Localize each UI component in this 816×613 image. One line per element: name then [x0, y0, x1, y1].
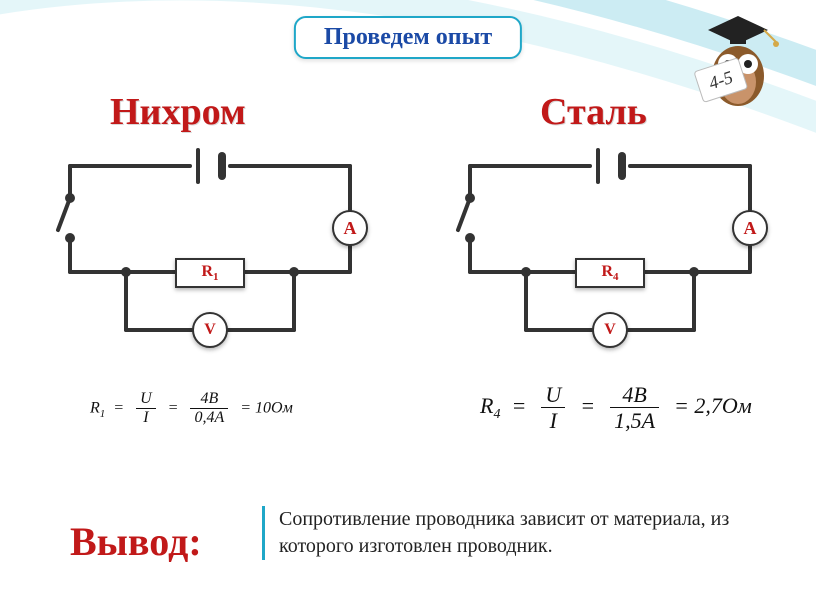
- resistor-right: R4: [575, 258, 645, 288]
- conclusion-text: Сопротивление проводника зависит от мате…: [262, 506, 762, 560]
- voltmeter-left: V: [192, 312, 228, 348]
- formula-left: R1 = UI = 4В0,4А = 10Ом: [90, 390, 293, 428]
- formula-right: R4 = UI = 4В1,5А = 2,7Ом: [480, 382, 752, 434]
- conclusion-label: Вывод:: [70, 518, 202, 565]
- circuit-left: A R1 V: [40, 140, 380, 360]
- experiment-header-text: Проведем опыт: [324, 24, 492, 50]
- ammeter-left: A: [332, 210, 368, 246]
- circuit-right: A R4 V: [440, 140, 780, 360]
- owl-mascot: 4-5: [688, 8, 788, 118]
- material-right-title: Сталь: [540, 90, 647, 134]
- resistor-left-label: R1: [201, 263, 218, 283]
- experiment-header: Проведем опыт: [294, 16, 522, 59]
- material-left-title: Нихром: [110, 90, 246, 134]
- resistor-right-label: R4: [601, 263, 618, 283]
- resistor-left: R1: [175, 258, 245, 288]
- voltmeter-right: V: [592, 312, 628, 348]
- ammeter-right: A: [732, 210, 768, 246]
